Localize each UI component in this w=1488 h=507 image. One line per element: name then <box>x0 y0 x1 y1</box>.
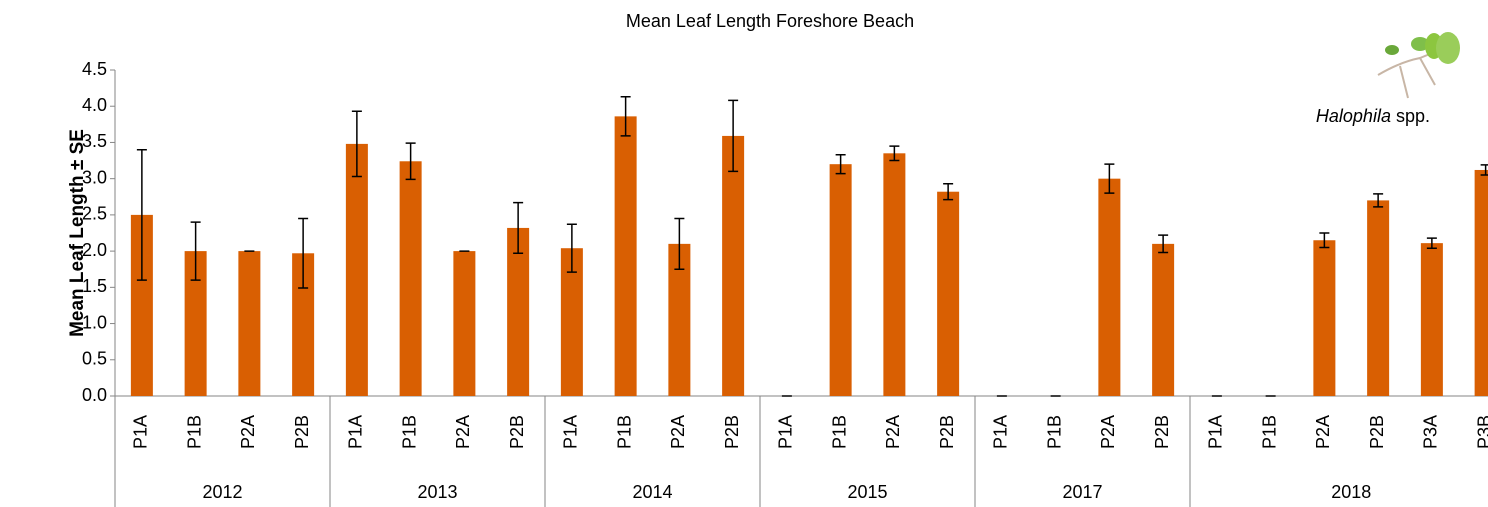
bar <box>722 136 744 396</box>
bar <box>1475 170 1488 396</box>
bar <box>1421 243 1443 396</box>
x-tick-label: P1B <box>399 415 419 449</box>
y-tick-label: 1.5 <box>82 276 107 296</box>
x-tick-label: P2A <box>453 415 473 449</box>
x-tick-label: P1A <box>561 415 581 449</box>
x-tick-label: P1A <box>776 415 796 449</box>
bar <box>453 251 475 396</box>
y-axis-label: Mean Leaf Length ± SE <box>67 129 88 337</box>
x-tick-label: P1B <box>614 415 634 449</box>
x-tick-label: P1B <box>829 415 849 449</box>
x-tick-label: P2A <box>238 415 258 449</box>
x-tick-label: P1B <box>1044 415 1064 449</box>
group-label: 2014 <box>632 482 672 502</box>
x-tick-label: P3A <box>1421 415 1441 449</box>
annotation-text: spp. <box>1396 106 1430 126</box>
x-tick-label: P1A <box>131 415 151 449</box>
annotation-italic: Halophila <box>1316 106 1391 126</box>
group-label: 2012 <box>202 482 242 502</box>
bar <box>1313 240 1335 396</box>
group-label: 2018 <box>1331 482 1371 502</box>
y-tick-label: 3.5 <box>82 131 107 151</box>
x-tick-label: P2B <box>507 415 527 449</box>
y-tick-label: 0.5 <box>82 349 107 369</box>
group-label: 2017 <box>1062 482 1102 502</box>
y-tick-label: 4.0 <box>82 95 107 115</box>
bar <box>615 116 637 396</box>
bar <box>238 251 260 396</box>
x-tick-label: P1A <box>1206 415 1226 449</box>
x-tick-label: P2A <box>1313 415 1333 449</box>
x-tick-label: P2B <box>292 415 312 449</box>
plant-icon <box>1378 32 1460 98</box>
bar <box>400 161 422 396</box>
x-tick-label: P2A <box>1098 415 1118 449</box>
y-tick-label: 0.0 <box>82 385 107 405</box>
y-tick-label: 2.0 <box>82 240 107 260</box>
x-tick-label: P1B <box>1259 415 1279 449</box>
x-tick-label: P2B <box>1367 415 1387 449</box>
x-tick-label: P1B <box>184 415 204 449</box>
x-tick-label: P3B <box>1474 415 1488 449</box>
y-tick-label: 4.5 <box>82 59 107 79</box>
bar <box>883 153 905 396</box>
page: {"chart_data": { "type": "bar", "title":… <box>0 0 1488 507</box>
y-tick-label: 1.0 <box>82 312 107 332</box>
y-tick-label: 3.0 <box>82 167 107 187</box>
y-tick-label: 2.5 <box>82 204 107 224</box>
bar <box>937 192 959 396</box>
bar <box>1152 244 1174 396</box>
x-tick-label: P2B <box>937 415 957 449</box>
x-tick-label: P2B <box>1152 415 1172 449</box>
group-label: 2013 <box>417 482 457 502</box>
bar <box>1367 200 1389 396</box>
bar <box>830 164 852 396</box>
x-tick-label: P2B <box>722 415 742 449</box>
x-tick-label: P2A <box>883 415 903 449</box>
chart-title: Mean Leaf Length Foreshore Beach <box>626 11 914 31</box>
chart: Mean Leaf Length Foreshore Beach Mean Le… <box>0 0 1488 507</box>
group-label: 2015 <box>847 482 887 502</box>
x-tick-label: P1A <box>991 415 1011 449</box>
x-tick-label: P2A <box>668 415 688 449</box>
bar <box>1098 179 1120 396</box>
x-tick-label: P1A <box>346 415 366 449</box>
bar <box>346 144 368 396</box>
